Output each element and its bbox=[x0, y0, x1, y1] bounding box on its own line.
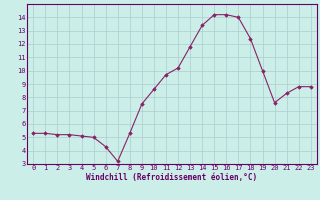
X-axis label: Windchill (Refroidissement éolien,°C): Windchill (Refroidissement éolien,°C) bbox=[86, 173, 258, 182]
